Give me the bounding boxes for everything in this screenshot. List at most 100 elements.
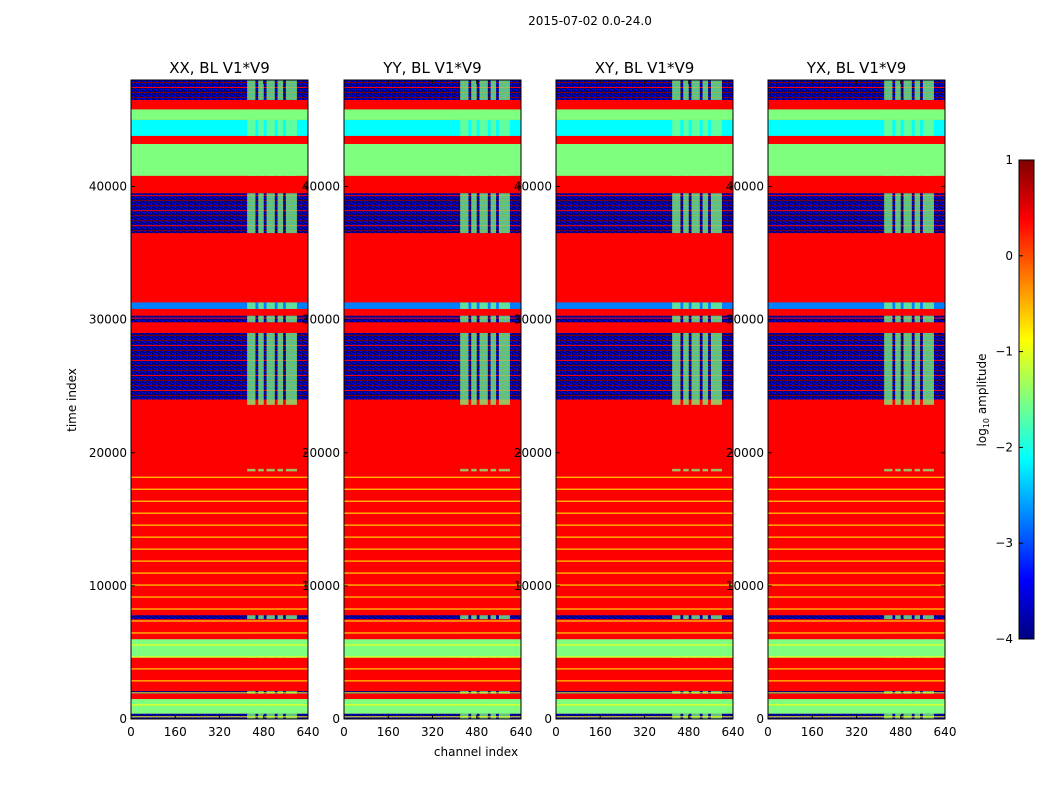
heatmap-band [131, 471, 308, 616]
heatmap-stripe [344, 374, 521, 376]
heatmap-stripe [556, 97, 733, 98]
heatmap-channel-block [702, 332, 709, 400]
heatmap-band [131, 302, 308, 309]
heatmap-channel-block [903, 332, 912, 400]
heatmap-channel-block [903, 119, 912, 136]
heatmap-line [131, 692, 308, 694]
heatmap-stripe [344, 394, 521, 396]
heatmap-line [768, 596, 945, 598]
heatmap-channel-block [471, 109, 477, 120]
heatmap-band [344, 233, 521, 303]
y-tick-label: 0 [332, 712, 340, 726]
heatmap-line [131, 608, 308, 610]
heatmap-stripe [131, 195, 308, 197]
heatmap-stripe [344, 210, 521, 212]
heatmap-band [768, 99, 945, 110]
heatmap-channel-block [884, 193, 893, 234]
heatmap-channel-block [710, 615, 722, 620]
heatmap-stripe [556, 394, 733, 396]
y-tick-label: 20000 [514, 446, 552, 460]
heatmap-stripe [768, 339, 945, 341]
heatmap-channel-block [490, 143, 497, 176]
heatmap-channel-block [914, 315, 921, 323]
heatmap-channel-block [498, 332, 510, 400]
heatmap-channel-block [895, 639, 901, 658]
heatmap-band [768, 619, 945, 640]
x-tick-label: 480 [889, 725, 912, 739]
heatmap-line [556, 644, 733, 646]
colorbar-tick-label: 0 [1005, 249, 1013, 263]
heatmap-band [344, 399, 521, 405]
heatmap-band [344, 135, 521, 144]
heatmap-line [131, 488, 308, 490]
heatmap-channel-block [285, 639, 297, 658]
heatmap-line [131, 500, 308, 502]
x-tick-label: 640 [297, 725, 320, 739]
heatmap-line [131, 656, 308, 658]
heatmap-channel-block [922, 468, 934, 472]
heatmap-band [131, 315, 308, 323]
heatmap-line [556, 668, 733, 670]
heatmap-line [556, 536, 733, 538]
heatmap-channel-block [914, 699, 921, 714]
heatmap-band [556, 109, 733, 120]
heatmap-line [556, 488, 733, 490]
heatmap-channel-block [672, 193, 681, 234]
heatmap-channel-block [884, 315, 893, 323]
heatmap-channel-block [460, 332, 469, 400]
heatmap-line [344, 704, 521, 706]
heatmap-channel-block [914, 119, 921, 136]
heatmap-line [556, 476, 733, 478]
heatmap-channel-block [479, 143, 488, 176]
x-axis-label: channel index [434, 745, 518, 759]
heatmap-channel-block [903, 699, 912, 714]
heatmap-channel-block [691, 468, 700, 472]
heatmap-line [768, 560, 945, 562]
heatmap-channel-block [672, 468, 681, 472]
heatmap-channel-block [903, 315, 912, 323]
heatmap-stripe [768, 349, 945, 351]
heatmap-line [556, 524, 733, 526]
heatmap-stripe [556, 215, 733, 217]
heatmap-stripe [131, 389, 308, 391]
heatmap-stripe [556, 349, 733, 351]
heatmap-channel-block [277, 639, 284, 658]
heatmap-channel-block [460, 302, 469, 309]
heatmap-channel-block [479, 699, 488, 714]
heatmap-channel-block [490, 615, 497, 620]
heatmap-line [556, 572, 733, 574]
heatmap-channel-block [490, 119, 497, 136]
colorbar-tick-label: −4 [995, 632, 1013, 646]
heatmap-stripe [344, 230, 521, 232]
heatmap-band [344, 322, 521, 333]
x-tick-label: 160 [377, 725, 400, 739]
heatmap-channel-block [922, 143, 934, 176]
heatmap-channel-block [471, 302, 477, 309]
heatmap-line [768, 680, 945, 682]
heatmap-channel-block [710, 302, 722, 309]
heatmap-channel-block [884, 699, 893, 714]
heatmap-channel-block [471, 193, 477, 234]
heatmap-channel-block [702, 699, 709, 714]
heatmap-stripe [344, 334, 521, 336]
heatmap-line [131, 596, 308, 598]
heatmap-channel-block [914, 143, 921, 176]
heatmap-channel-block [691, 699, 700, 714]
heatmap-stripe [344, 225, 521, 227]
heatmap-band [131, 135, 308, 144]
heatmap-stripe [344, 200, 521, 202]
heatmap-channel-block [691, 80, 700, 100]
heatmap-line [344, 584, 521, 586]
heatmap-channel-block [266, 80, 275, 100]
heatmap-channel-block [285, 332, 297, 400]
y-tick-label: 20000 [726, 446, 764, 460]
heatmap-band [131, 468, 308, 472]
heatmap-channel-block [266, 119, 275, 136]
y-tick-label: 30000 [302, 313, 340, 327]
heatmap-line [768, 656, 945, 658]
heatmap-channel-block [490, 109, 497, 120]
heatmap-channel-block [702, 109, 709, 120]
y-tick-label: 20000 [302, 446, 340, 460]
x-tick-label: 0 [340, 725, 348, 739]
heatmap-stripe [556, 344, 733, 346]
